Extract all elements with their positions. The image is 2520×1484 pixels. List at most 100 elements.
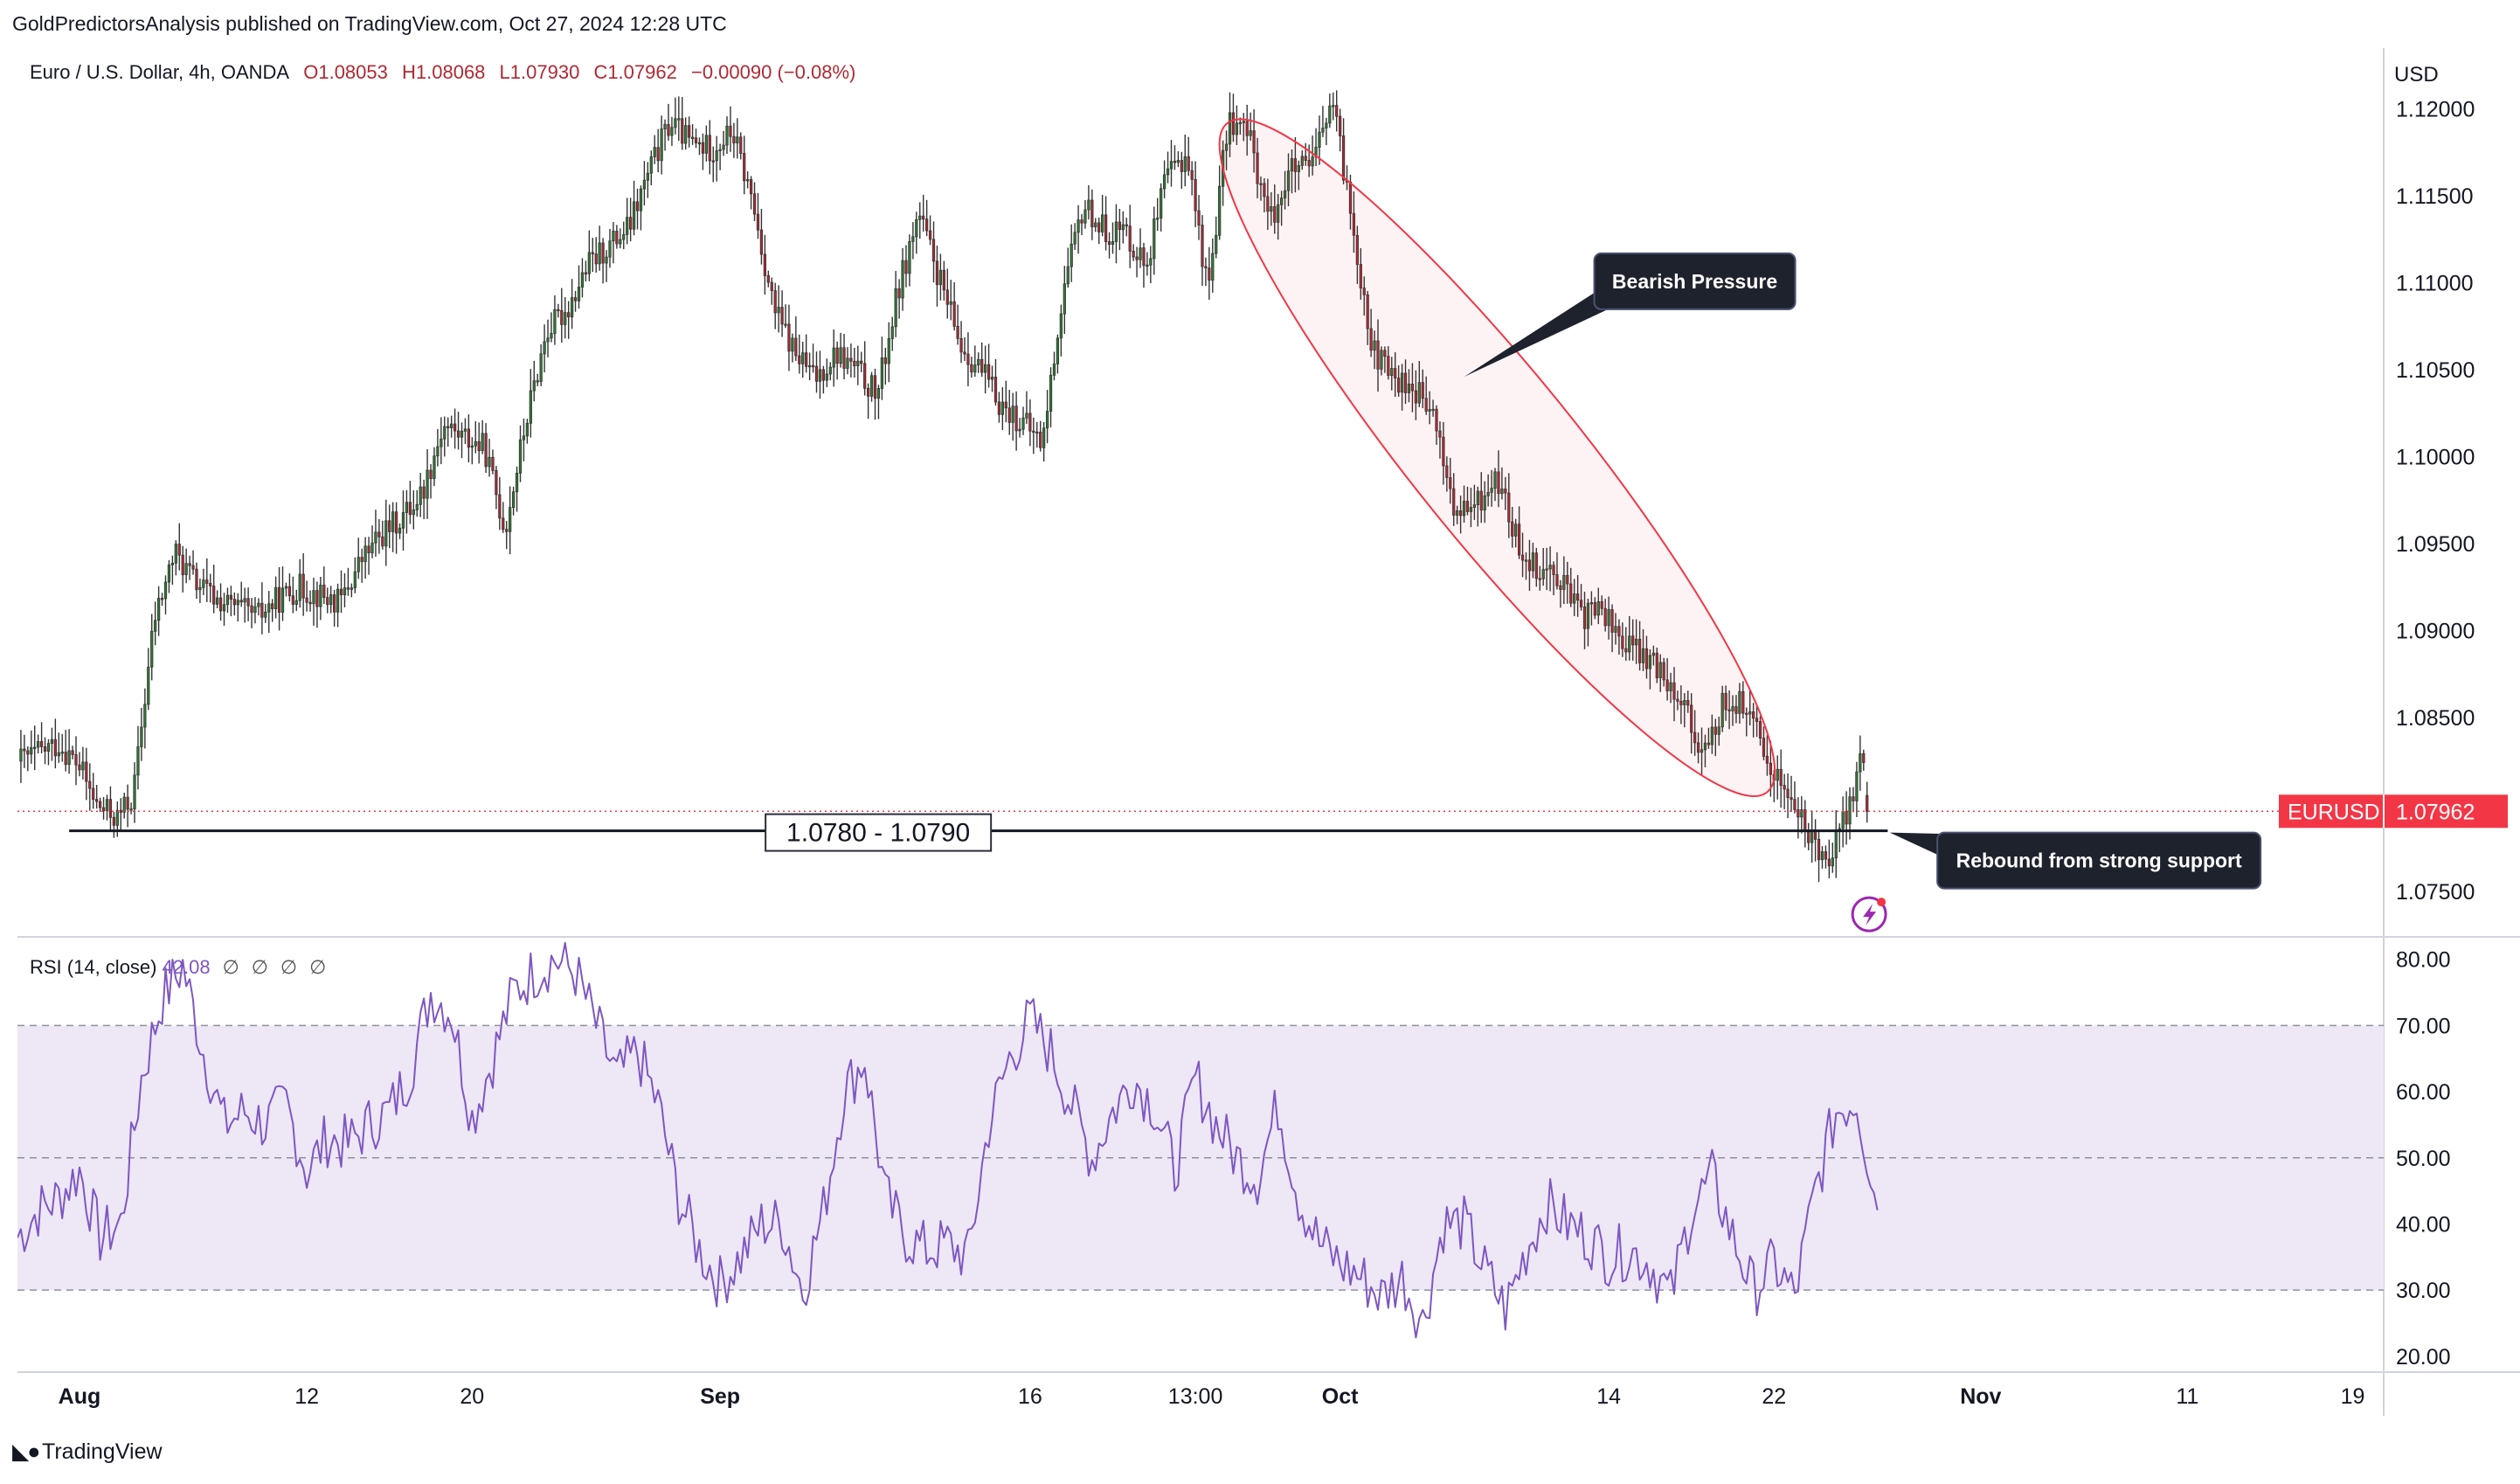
- candle-body: [218, 597, 223, 612]
- bearish-ellipse[interactable]: [1162, 71, 1831, 844]
- candle: [1403, 359, 1408, 405]
- candle: [1452, 473, 1456, 526]
- candle: [1490, 469, 1493, 507]
- current-price-tag[interactable]: [2279, 794, 2508, 829]
- candle: [57, 732, 60, 763]
- candle-body: [1049, 374, 1053, 412]
- candle: [1049, 367, 1053, 427]
- candle-body: [1534, 552, 1538, 579]
- candle: [1628, 615, 1631, 661]
- candle-body: [209, 583, 212, 586]
- candle-body: [426, 469, 429, 499]
- candle: [784, 304, 787, 329]
- candle-body: [1641, 648, 1645, 663]
- rebound-callout[interactable]: Rebound from strong support: [1889, 831, 2262, 890]
- bearish-pressure-callout[interactable]: Bearish Pressure: [1464, 252, 1797, 378]
- candle: [1566, 561, 1569, 604]
- candle-body: [956, 325, 959, 339]
- candle-body: [897, 288, 901, 299]
- rsi-title[interactable]: RSI (14, close): [30, 956, 157, 978]
- candle-body: [1790, 797, 1793, 801]
- candle: [1593, 597, 1596, 620]
- candle-body: [1576, 593, 1580, 601]
- candle: [284, 582, 288, 597]
- tradingview-branding[interactable]: ◣● TradingView: [12, 1439, 163, 1465]
- candle-body: [1224, 143, 1229, 151]
- candle-body: [170, 562, 175, 565]
- candle-body: [622, 233, 626, 240]
- candle-body: [1256, 152, 1259, 184]
- candle-body: [1783, 785, 1786, 790]
- candle-body: [122, 796, 126, 813]
- candle-body: [612, 231, 615, 242]
- candle: [1059, 304, 1063, 357]
- rsi-na-3: ∅: [280, 956, 298, 978]
- candle: [860, 351, 863, 372]
- candle-body: [46, 743, 51, 752]
- candle: [1428, 391, 1431, 425]
- candle: [828, 362, 832, 381]
- candle-body: [1362, 288, 1366, 295]
- candle-body: [491, 456, 495, 471]
- candle: [491, 449, 495, 475]
- candle-body: [1293, 158, 1298, 172]
- candle-body: [267, 603, 271, 613]
- candle: [1173, 145, 1177, 170]
- candle: [1859, 735, 1862, 791]
- candle-body: [346, 587, 350, 590]
- candle: [959, 321, 963, 364]
- candle-body: [181, 554, 184, 576]
- candle-body: [495, 470, 498, 496]
- candle: [384, 499, 388, 566]
- candle-body: [794, 337, 798, 357]
- candle-body: [1531, 552, 1535, 572]
- candle-body: [1562, 575, 1566, 590]
- candle-body: [1252, 130, 1256, 154]
- candle-body: [1059, 313, 1063, 339]
- candle-body: [1118, 221, 1121, 230]
- candle-body: [1014, 406, 1018, 432]
- candle: [312, 577, 315, 626]
- candle-body: [1121, 224, 1125, 230]
- candle: [294, 589, 298, 612]
- candle: [1693, 710, 1697, 756]
- candle-body: [1758, 721, 1762, 739]
- candle: [181, 545, 184, 593]
- candle: [412, 490, 415, 530]
- candle: [663, 119, 667, 151]
- candle: [766, 270, 770, 288]
- candle-body: [488, 456, 491, 468]
- candle: [925, 199, 929, 237]
- candle: [942, 260, 945, 301]
- candle: [1445, 456, 1449, 492]
- candle-body: [1717, 726, 1720, 735]
- symbol-name[interactable]: Euro / U.S. Dollar, 4h, OANDA: [30, 61, 290, 83]
- candle-body: [663, 124, 667, 129]
- candle: [1813, 819, 1817, 862]
- candle: [301, 553, 305, 616]
- candle-body: [1366, 294, 1369, 329]
- candle: [869, 371, 874, 402]
- rsi-last-value: 42.08: [162, 956, 211, 978]
- candle: [553, 295, 557, 345]
- candle: [1582, 592, 1587, 649]
- candle-body: [456, 430, 460, 438]
- candle-body: [1452, 488, 1456, 516]
- candle: [333, 590, 336, 627]
- candle: [74, 736, 78, 786]
- candle-body: [1672, 682, 1676, 700]
- currency-label[interactable]: USD: [2394, 63, 2439, 87]
- rsi-axis-tick: 80.00: [2396, 948, 2451, 973]
- candle-body: [308, 601, 312, 605]
- lightning-bolt-icon[interactable]: [1851, 896, 1887, 933]
- chart-canvas[interactable]: 1.0780 - 1.0790 Bearish Pressure Rebound f…: [0, 0, 2520, 1433]
- candle: [821, 365, 825, 394]
- candle-body: [1359, 264, 1362, 288]
- candle-body: [711, 160, 715, 163]
- candle-body: [484, 433, 488, 468]
- candle: [1800, 796, 1803, 834]
- candle-body: [1383, 350, 1387, 357]
- candle: [1679, 685, 1683, 725]
- candle: [532, 360, 536, 402]
- candle-body: [1125, 224, 1128, 227]
